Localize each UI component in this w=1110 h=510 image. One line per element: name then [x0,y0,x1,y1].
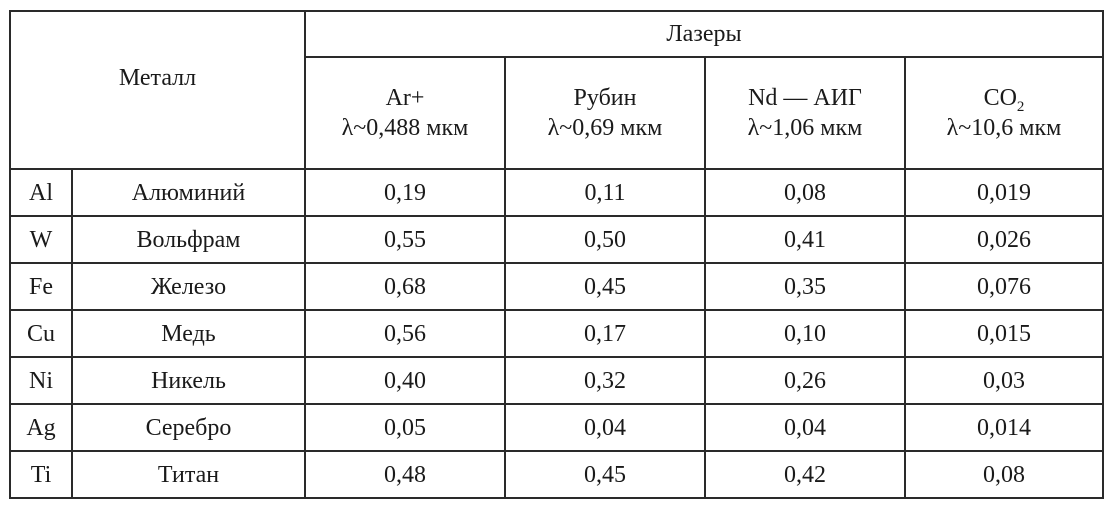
value-cell: 0,48 [304,450,506,499]
metal-header-cell: Металл [9,10,306,170]
value-cell: 0,05 [304,403,506,452]
value-cell: 0,014 [904,403,1104,452]
laser-wavelength: λ~0,488 мкм [341,115,469,141]
laser-header-co2: CO2 λ~10,6 мкм [904,56,1104,170]
value-cell: 0,019 [904,168,1104,217]
value-cell: 0,10 [704,309,906,358]
metal-name: Железо [71,262,306,311]
table-row: Ni Никель 0,40 0,32 0,26 0,03 [9,356,1104,405]
metal-symbol: Ag [9,403,73,452]
value-cell: 0,56 [304,309,506,358]
metal-symbol: Al [9,168,73,217]
value-cell: 0,04 [504,403,706,452]
laser-name: CO2 [983,85,1025,115]
value-cell: 0,41 [704,215,906,264]
laser-wavelength: λ~0,69 мкм [547,115,663,141]
value-cell: 0,42 [704,450,906,499]
value-cell: 0,08 [904,450,1104,499]
laser-header-nd-yag: Nd — АИГ λ~1,06 мкм [704,56,906,170]
value-cell: 0,32 [504,356,706,405]
laser-wavelength: λ~10,6 мкм [946,115,1062,141]
value-cell: 0,17 [504,309,706,358]
metal-name: Серебро [71,403,306,452]
lasers-header: Лазеры [304,10,1104,58]
metal-symbol: Ti [9,450,73,499]
laser-name: Nd — АИГ [748,85,862,111]
value-cell: 0,08 [704,168,906,217]
value-cell: 0,19 [304,168,506,217]
metal-name: Алюминий [71,168,306,217]
value-cell: 0,45 [504,262,706,311]
laser-name: Рубин [573,85,637,111]
header-row-lasers: Ar+ λ~0,488 мкм Рубин λ~0,69 мкм Nd — АИ… [10,56,1104,170]
table-row: W Вольфрам 0,55 0,50 0,41 0,026 [9,215,1104,264]
value-cell: 0,026 [904,215,1104,264]
laser-wavelength: λ~1,06 мкм [747,115,863,141]
metal-header: Металл [118,65,197,91]
table-row: Ag Серебро 0,05 0,04 0,04 0,014 [9,403,1104,452]
table-row: Al Алюминий 0,19 0,11 0,08 0,019 [9,168,1104,217]
metal-symbol: Fe [9,262,73,311]
value-cell: 0,26 [704,356,906,405]
metal-symbol: Cu [9,309,73,358]
laser-name: Ar+ [385,85,425,111]
table-row: Cu Медь 0,56 0,17 0,10 0,015 [9,309,1104,358]
table-row: Ti Титан 0,48 0,45 0,42 0,08 [9,450,1104,499]
value-cell: 0,35 [704,262,906,311]
metal-name: Никель [71,356,306,405]
value-cell: 0,015 [904,309,1104,358]
value-cell: 0,04 [704,403,906,452]
subscript: 2 [1016,98,1025,115]
laser-header-ar: Ar+ λ~0,488 мкм [304,56,506,170]
metal-name: Вольфрам [71,215,306,264]
table-row: Fe Железо 0,68 0,45 0,35 0,076 [9,262,1104,311]
value-cell: 0,55 [304,215,506,264]
value-cell: 0,03 [904,356,1104,405]
laser-header-ruby: Рубин λ~0,69 мкм [504,56,706,170]
value-cell: 0,50 [504,215,706,264]
metal-name: Медь [71,309,306,358]
metal-symbol: Ni [9,356,73,405]
value-cell: 0,45 [504,450,706,499]
metal-symbol: W [9,215,73,264]
header-row-top: Металл Лазеры [9,10,1104,170]
value-cell: 0,076 [904,262,1104,311]
value-cell: 0,40 [304,356,506,405]
value-cell: 0,68 [304,262,506,311]
absorption-table: Металл Лазеры Ar+ λ~0,488 мкм Рубин λ~0,… [9,10,1104,499]
table-container: Металл Лазеры Ar+ λ~0,488 мкм Рубин λ~0,… [9,10,1104,499]
value-cell: 0,11 [504,168,706,217]
metal-name: Титан [71,450,306,499]
